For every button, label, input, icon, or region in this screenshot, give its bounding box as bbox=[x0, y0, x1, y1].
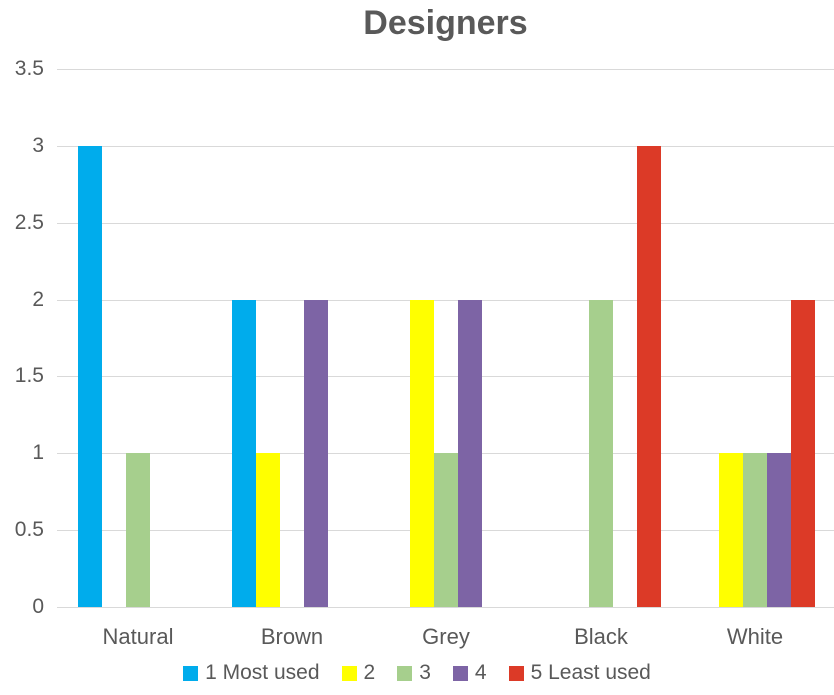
legend-item: 4 bbox=[452, 661, 487, 685]
bar-5-least-used-black bbox=[637, 146, 661, 607]
gridline bbox=[57, 607, 834, 608]
bar-2-grey bbox=[410, 300, 434, 607]
bar-3-white bbox=[743, 453, 767, 607]
chart-title: Designers bbox=[363, 4, 528, 42]
gridline bbox=[57, 69, 834, 70]
bar-3-natural bbox=[126, 453, 150, 607]
bar-3-black bbox=[589, 300, 613, 607]
legend-swatch-icon bbox=[397, 665, 413, 681]
x-axis-category-label-white: White bbox=[726, 624, 784, 649]
gridline bbox=[57, 376, 834, 377]
bar-1-most-used-brown bbox=[232, 300, 256, 607]
y-axis-tick-label: 3 bbox=[32, 134, 44, 157]
legend-swatch-icon bbox=[341, 665, 357, 681]
legend-item: 1 Most used bbox=[183, 661, 320, 685]
bar-2-white bbox=[719, 453, 743, 607]
legend-swatch-icon bbox=[183, 665, 199, 681]
legend: 1 Most used 2 3 4 5 Least used bbox=[0, 660, 834, 686]
bar-4-white bbox=[767, 453, 791, 607]
x-axis-category-label-natural: Natural bbox=[102, 624, 174, 649]
legend-label: 3 bbox=[419, 661, 431, 684]
legend-item: 2 bbox=[341, 661, 376, 685]
bar-1-most-used-natural bbox=[78, 146, 102, 607]
gridline bbox=[57, 300, 834, 301]
y-axis-tick-label: 2 bbox=[32, 288, 44, 311]
bar-3-grey bbox=[434, 453, 458, 607]
gridline bbox=[57, 146, 834, 147]
legend-item: 3 bbox=[397, 661, 431, 685]
y-axis-tick-label: 2.5 bbox=[14, 211, 44, 234]
bar-4-brown bbox=[304, 300, 328, 607]
bar-2-brown bbox=[256, 453, 280, 607]
y-axis-tick-label: 0 bbox=[32, 595, 44, 618]
y-axis-tick-label: 1 bbox=[32, 441, 44, 464]
gridline bbox=[57, 223, 834, 224]
legend-label: 5 Least used bbox=[530, 661, 651, 684]
legend-swatch-icon bbox=[508, 665, 524, 681]
y-axis-tick-label: 0.5 bbox=[14, 518, 44, 541]
legend-label: 1 Most used bbox=[205, 661, 320, 684]
legend-swatch-icon bbox=[452, 665, 468, 681]
x-axis-category-label-grey: Grey bbox=[422, 624, 470, 649]
y-axis-tick-label: 1.5 bbox=[14, 364, 44, 387]
bar-4-grey bbox=[458, 300, 482, 607]
legend-label: 4 bbox=[474, 661, 487, 684]
x-axis-category-label-black: Black bbox=[574, 624, 628, 649]
legend-label: 2 bbox=[363, 661, 376, 684]
y-axis-tick-label: 3.5 bbox=[14, 57, 44, 80]
legend-item: 5 Least used bbox=[508, 661, 651, 685]
x-axis-category-label-brown: Brown bbox=[260, 624, 324, 649]
bar-5-least-used-white bbox=[791, 300, 815, 607]
